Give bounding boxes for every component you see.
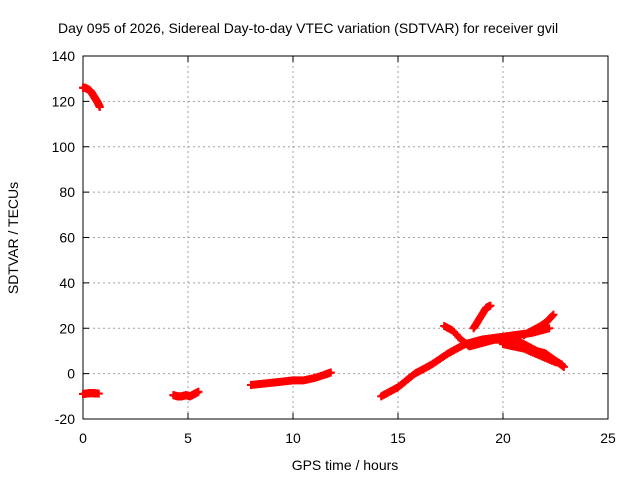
x-tick-label: 15 <box>390 430 406 446</box>
x-tick-label: 5 <box>184 430 192 446</box>
data-point <box>548 311 557 320</box>
x-tick-label: 10 <box>285 430 301 446</box>
data-point <box>94 389 103 398</box>
y-tick-label: 100 <box>52 139 76 155</box>
y-tick-label: 140 <box>52 48 76 64</box>
y-axis-label: SDTVAR / TECUs <box>5 182 21 294</box>
y-tick-label: 80 <box>59 184 75 200</box>
x-axis-label: GPS time / hours <box>292 457 399 473</box>
data-point <box>326 368 335 377</box>
x-tick-label: 25 <box>600 430 616 446</box>
y-tick-label: -20 <box>55 411 75 427</box>
x-tick-label: 20 <box>495 430 511 446</box>
data-point <box>194 387 203 396</box>
data-point <box>551 358 560 367</box>
data-point <box>95 103 104 112</box>
chart-title: Day 095 of 2026, Sidereal Day-to-day VTE… <box>58 20 558 36</box>
data-points <box>79 83 568 401</box>
y-tick-label: 60 <box>59 230 75 246</box>
data-point <box>549 310 558 319</box>
y-tick-label: 0 <box>67 366 75 382</box>
y-tick-label: 20 <box>59 320 75 336</box>
y-tick-label: 120 <box>52 93 76 109</box>
data-point <box>559 362 568 371</box>
x-tick-label: 0 <box>79 430 87 446</box>
gridlines <box>83 56 608 419</box>
data-point <box>545 324 554 333</box>
y-tick-label: 40 <box>59 275 75 291</box>
data-point <box>486 301 495 310</box>
